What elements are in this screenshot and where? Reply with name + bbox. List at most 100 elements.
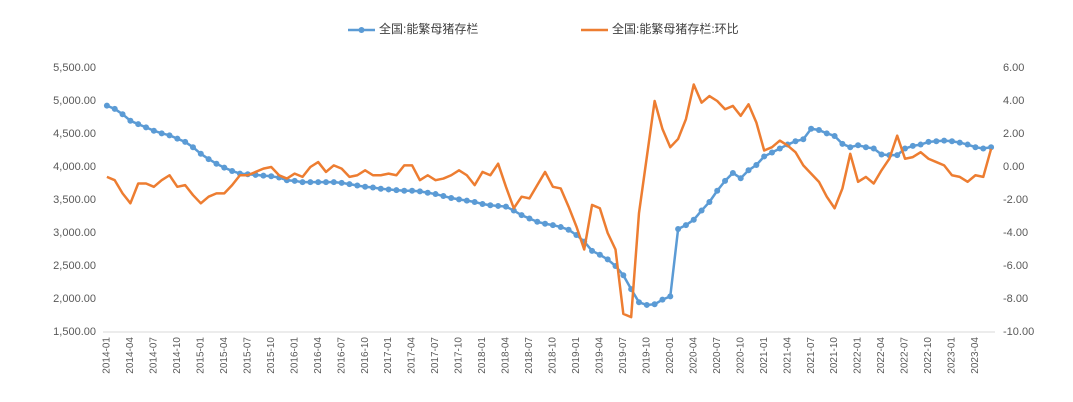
x-tick-label: 2017-04 — [407, 337, 418, 374]
point — [174, 135, 181, 142]
x-tick-label: 2021-10 — [829, 337, 840, 374]
point — [432, 191, 439, 198]
y-tick-label: 4,500.00 — [53, 128, 96, 140]
point — [401, 187, 408, 194]
point — [737, 175, 744, 182]
x-tick-label: 2023-01 — [947, 337, 958, 374]
point — [839, 140, 846, 147]
point — [933, 138, 940, 145]
point — [479, 200, 486, 207]
point — [182, 138, 189, 145]
x-tick-label: 2016-01 — [289, 337, 300, 374]
y-tick-label: 5,500.00 — [53, 62, 96, 74]
x-tick-label: 2023-04 — [970, 337, 981, 374]
point — [346, 181, 353, 188]
x-tick-label: 2020-10 — [735, 337, 746, 374]
point — [620, 272, 627, 279]
point — [690, 216, 697, 223]
x-tick-label: 2017-10 — [454, 337, 465, 374]
legend-marker — [358, 27, 365, 33]
x-tick-label: 2021-07 — [806, 337, 817, 374]
point — [643, 301, 650, 308]
y2-tick-label: 2.00 — [1003, 128, 1024, 140]
point — [166, 132, 173, 139]
point — [870, 145, 877, 152]
x-tick-label: 2017-01 — [383, 337, 394, 374]
x-tick-label: 2019-10 — [641, 337, 652, 374]
x-tick-label: 2016-04 — [313, 337, 324, 374]
x-tick-label: 2019-07 — [618, 337, 629, 374]
point — [323, 179, 329, 186]
point — [307, 179, 314, 186]
point — [753, 162, 760, 169]
y-tick-label: 2,500.00 — [53, 260, 96, 272]
y2-tick-label: 6.00 — [1003, 62, 1024, 74]
point — [980, 145, 987, 152]
x-tick-label: 2019-01 — [571, 337, 582, 374]
point — [972, 144, 979, 151]
point — [878, 151, 885, 158]
x-tick-label: 2014-07 — [149, 337, 160, 374]
point — [549, 222, 556, 229]
point — [393, 187, 400, 194]
point — [948, 138, 955, 145]
x-tick-label: 2015-07 — [242, 337, 253, 374]
point — [917, 141, 924, 148]
point — [941, 137, 948, 144]
point — [362, 183, 369, 190]
x-tick-label: 2022-10 — [923, 337, 934, 374]
point — [729, 169, 736, 176]
point — [409, 187, 416, 194]
point — [769, 149, 775, 156]
point — [315, 179, 322, 186]
point — [354, 182, 361, 189]
point — [635, 299, 642, 306]
point — [495, 202, 502, 209]
x-tick-label: 2018-07 — [524, 337, 535, 374]
point — [909, 142, 916, 149]
point — [956, 139, 963, 146]
legend-label: 全国:能繁母猪存栏:环比 — [612, 21, 739, 36]
point — [463, 197, 470, 204]
x-tick-label: 2016-10 — [360, 337, 371, 374]
x-tick-label: 2014-10 — [172, 337, 183, 374]
x-tick-label: 2019-04 — [595, 337, 606, 374]
x-tick-label: 2017-07 — [430, 337, 441, 374]
y-tick-label: 1,500.00 — [53, 326, 96, 338]
point — [330, 179, 337, 186]
point — [338, 179, 345, 186]
series-line — [106, 104, 992, 307]
point — [416, 188, 423, 195]
point — [761, 153, 768, 160]
point — [714, 187, 721, 194]
point — [221, 164, 228, 171]
point — [776, 145, 783, 152]
series-line — [106, 83, 993, 319]
point — [988, 144, 995, 151]
x-tick-label: 2014-01 — [102, 337, 113, 374]
point — [925, 138, 932, 145]
point — [534, 218, 541, 225]
point — [150, 127, 157, 134]
point — [894, 152, 901, 159]
point — [487, 202, 494, 209]
point — [518, 212, 525, 219]
point — [800, 136, 807, 143]
point — [815, 127, 822, 134]
x-tick-label: 2021-01 — [759, 337, 770, 374]
x-tick-label: 2018-04 — [501, 337, 512, 374]
point — [189, 144, 196, 151]
x-tick-label: 2022-07 — [900, 337, 911, 374]
x-tick-label: 2022-04 — [876, 337, 887, 374]
point — [542, 220, 549, 227]
legend-label: 全国:能繁母猪存栏 — [379, 21, 478, 36]
point — [377, 185, 384, 192]
point — [792, 138, 799, 145]
y2-tick-label: -6.00 — [1003, 260, 1028, 272]
point — [847, 144, 854, 151]
x-tick-label: 2015-10 — [266, 337, 277, 374]
point — [135, 121, 142, 128]
point — [964, 141, 971, 148]
x-tick-label: 2015-04 — [219, 337, 230, 374]
